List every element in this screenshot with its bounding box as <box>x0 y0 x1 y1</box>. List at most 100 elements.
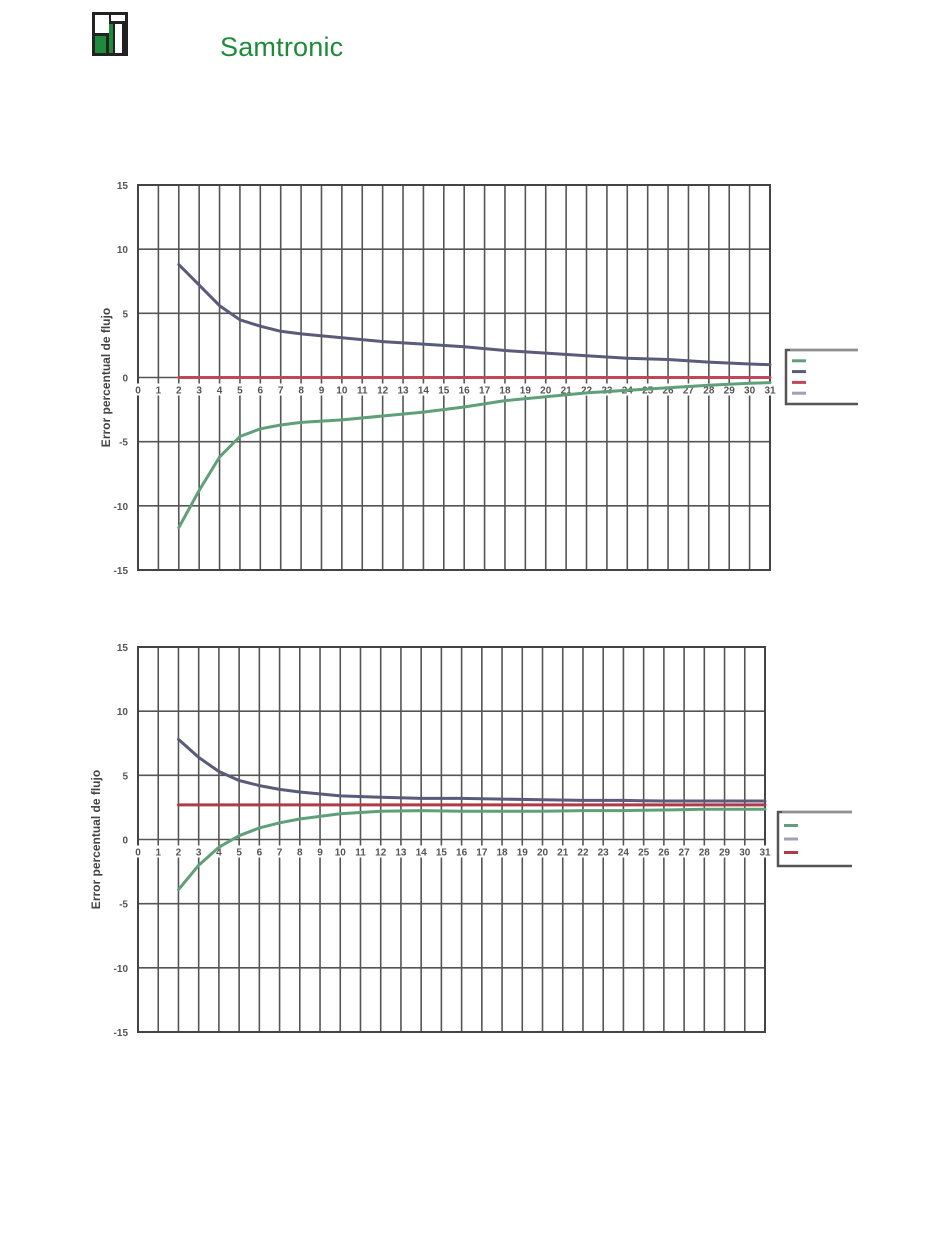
x-tick-label-bg <box>192 383 207 396</box>
x-tick-label-bg <box>677 845 692 858</box>
y-tick-label: -5 <box>119 900 128 911</box>
x-tick-label: 28 <box>699 848 711 859</box>
x-tick-label: 5 <box>237 386 243 397</box>
series-line-3 <box>177 807 767 892</box>
x-tick-label: 15 <box>436 848 448 859</box>
x-tick-label: 20 <box>540 386 552 397</box>
x-tick-label: 1 <box>156 386 162 397</box>
x-tick-label-bg <box>375 383 390 396</box>
x-tick-label: 2 <box>176 386 182 397</box>
x-tick-label: 24 <box>618 848 630 859</box>
x-tick-label-bg <box>596 845 611 858</box>
x-tick-label: 28 <box>703 386 715 397</box>
x-tick-label-bg <box>737 845 752 858</box>
x-tick-label: 17 <box>479 386 491 397</box>
x-tick-label: 10 <box>335 848 347 859</box>
x-tick-label: 3 <box>196 386 202 397</box>
samtronic-logo-mark-icon <box>92 12 128 56</box>
x-tick-label-bg <box>171 845 186 858</box>
x-tick-label-bg <box>151 845 166 858</box>
x-tick-label: 0 <box>135 848 141 859</box>
x-tick-label: 9 <box>317 848 323 859</box>
y-tick-label: 0 <box>122 374 128 385</box>
x-tick-label: 11 <box>355 848 366 859</box>
series-line-1 <box>177 737 767 803</box>
x-tick-label-bg <box>575 845 590 858</box>
x-tick-label-bg <box>373 845 388 858</box>
x-tick-label: 19 <box>520 386 532 397</box>
y-tick-label: 15 <box>117 181 129 192</box>
x-tick-label: 7 <box>277 848 283 859</box>
x-tick-label-bg <box>334 383 349 396</box>
x-tick-label: 17 <box>476 848 488 859</box>
x-tick-label-bg <box>353 845 368 858</box>
x-tick-label-bg <box>396 383 411 396</box>
x-tick-label: 22 <box>577 848 589 859</box>
y-tick-label: 10 <box>117 707 129 718</box>
x-tick-label: 14 <box>416 848 428 859</box>
x-tick-label: 6 <box>258 386 264 397</box>
x-tick-label: 2 <box>176 848 182 859</box>
x-tick-label: 13 <box>397 386 409 397</box>
x-tick-label-bg <box>416 383 431 396</box>
x-tick-label: 25 <box>638 848 650 859</box>
x-tick-label-bg <box>697 845 712 858</box>
x-tick-label-bg <box>232 383 247 396</box>
x-tick-label-bg <box>474 845 489 858</box>
x-tick-label-bg <box>393 845 408 858</box>
x-tick-label-bg <box>294 383 309 396</box>
y-tick-label: 10 <box>117 245 129 256</box>
x-tick-label-bg <box>313 845 328 858</box>
x-tick-label: 6 <box>257 848 263 859</box>
x-tick-label-bg <box>212 383 227 396</box>
x-tick-label-bg <box>272 845 287 858</box>
x-tick-label: 26 <box>663 386 675 397</box>
y-tick-label: 5 <box>122 309 128 320</box>
x-tick-label: 11 <box>357 386 368 397</box>
x-tick-label: 7 <box>278 386 284 397</box>
x-tick-label-bg <box>292 845 307 858</box>
x-tick-label: 10 <box>336 386 348 397</box>
x-tick-label: 18 <box>497 848 509 859</box>
x-tick-label-bg <box>171 383 186 396</box>
x-tick-label-bg <box>252 845 267 858</box>
x-tick-label-bg <box>538 383 553 396</box>
y-tick-label: 0 <box>122 836 128 847</box>
x-tick-label-bg <box>131 383 145 396</box>
x-tick-label-bg <box>495 845 510 858</box>
x-tick-label: 21 <box>557 848 569 859</box>
x-tick-label: 8 <box>297 848 303 859</box>
x-tick-label-bg <box>191 845 206 858</box>
x-tick-label-bg <box>333 845 348 858</box>
x-tick-label-bg <box>454 845 469 858</box>
x-tick-label-bg <box>457 383 472 396</box>
x-tick-label-bg <box>436 383 451 396</box>
y-tick-label: -15 <box>114 566 129 577</box>
x-tick-label-bg <box>616 845 631 858</box>
series-line-1 <box>177 263 772 367</box>
x-tick-label: 4 <box>216 848 222 859</box>
x-tick-label: 1 <box>155 848 161 859</box>
x-tick-label-bg <box>518 383 533 396</box>
x-tick-label-bg <box>477 383 492 396</box>
y-axis-label: Error percentual de flujo <box>99 308 113 447</box>
legend-box <box>784 348 858 406</box>
x-tick-label-bg <box>636 845 651 858</box>
x-tick-label: 31 <box>764 386 776 397</box>
x-tick-label: 3 <box>196 848 202 859</box>
x-tick-label: 18 <box>499 386 511 397</box>
x-tick-label: 16 <box>459 386 471 397</box>
x-tick-label: 31 <box>759 848 771 859</box>
x-tick-label: 26 <box>658 848 670 859</box>
y-tick-label: -15 <box>114 1028 129 1039</box>
x-tick-label: 14 <box>418 386 430 397</box>
plot-border <box>137 646 766 1033</box>
x-tick-label: 15 <box>438 386 450 397</box>
y-axis-label: Error percentual de flujo <box>89 770 103 909</box>
x-tick-label: 20 <box>537 848 549 859</box>
x-tick-label-bg <box>559 383 574 396</box>
x-tick-label-bg <box>742 383 757 396</box>
x-tick-label-bg <box>151 383 166 396</box>
x-tick-label-bg <box>414 845 429 858</box>
